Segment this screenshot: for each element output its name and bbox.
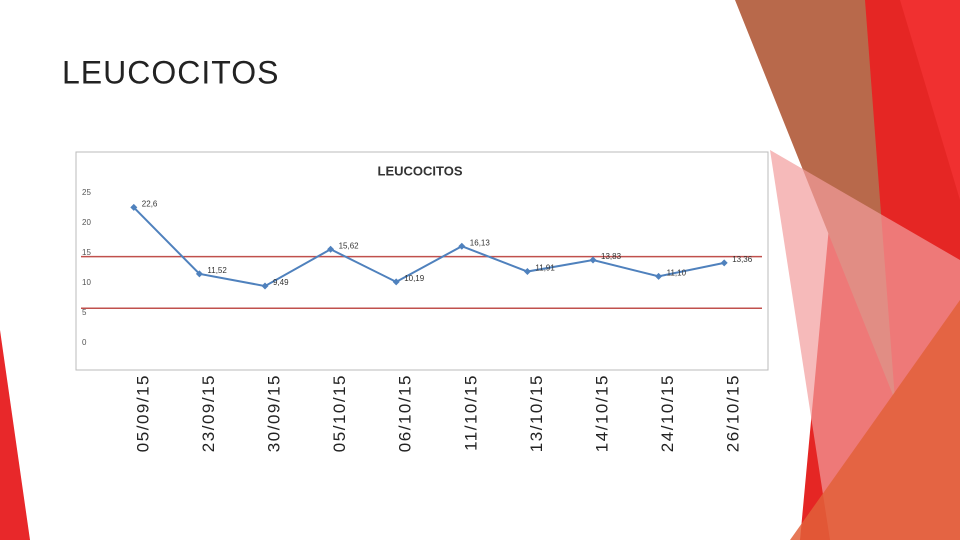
data-point bbox=[458, 242, 466, 250]
data-label: 10,19 bbox=[404, 274, 425, 283]
y-tick-label: 10 bbox=[82, 278, 91, 287]
x-tick-label: 11/10/15 bbox=[461, 374, 480, 451]
x-tick-label: 13/10/15 bbox=[527, 374, 546, 452]
data-label: 13,36 bbox=[732, 255, 753, 264]
data-point bbox=[392, 278, 400, 286]
decor-red-top bbox=[900, 0, 960, 200]
decor-left bbox=[0, 330, 30, 540]
x-tick-label: 30/09/15 bbox=[264, 374, 283, 452]
data-point bbox=[655, 272, 663, 280]
data-point bbox=[195, 270, 203, 278]
data-point bbox=[720, 259, 728, 267]
data-point bbox=[261, 282, 269, 290]
x-tick-label: 14/10/15 bbox=[592, 374, 611, 452]
x-tick-label: 05/09/15 bbox=[133, 374, 152, 452]
data-label: 15,62 bbox=[339, 241, 360, 250]
x-tick-label: 26/10/15 bbox=[724, 374, 743, 452]
data-point bbox=[130, 203, 138, 211]
y-tick-label: 0 bbox=[82, 338, 87, 347]
y-tick-label: 5 bbox=[82, 308, 87, 317]
x-tick-label: 05/10/15 bbox=[330, 374, 349, 452]
y-tick-label: 20 bbox=[82, 218, 91, 227]
data-point bbox=[589, 256, 597, 264]
data-label: 22,6 bbox=[142, 200, 158, 209]
chart-frame bbox=[75, 151, 769, 371]
y-tick-label: 15 bbox=[82, 248, 91, 257]
slide-title: LEUCOCITOS bbox=[62, 54, 279, 90]
decor-orange bbox=[790, 300, 960, 540]
chart-title: LEUCOCITOS bbox=[378, 163, 463, 178]
data-label: 11,52 bbox=[207, 266, 227, 275]
data-line bbox=[133, 206, 725, 288]
x-tick-label: 24/10/15 bbox=[658, 374, 677, 452]
data-point bbox=[523, 268, 531, 276]
x-tick-label: 23/09/15 bbox=[199, 374, 218, 452]
data-label: 11,10 bbox=[667, 269, 687, 278]
data-label: 13,83 bbox=[601, 252, 622, 261]
data-point bbox=[327, 245, 335, 253]
x-tick-label: 06/10/15 bbox=[396, 374, 415, 452]
data-label: 9,49 bbox=[273, 278, 289, 287]
y-tick-label: 25 bbox=[82, 188, 91, 197]
data-label: 11,91 bbox=[535, 264, 555, 273]
data-label: 16,13 bbox=[470, 238, 491, 247]
